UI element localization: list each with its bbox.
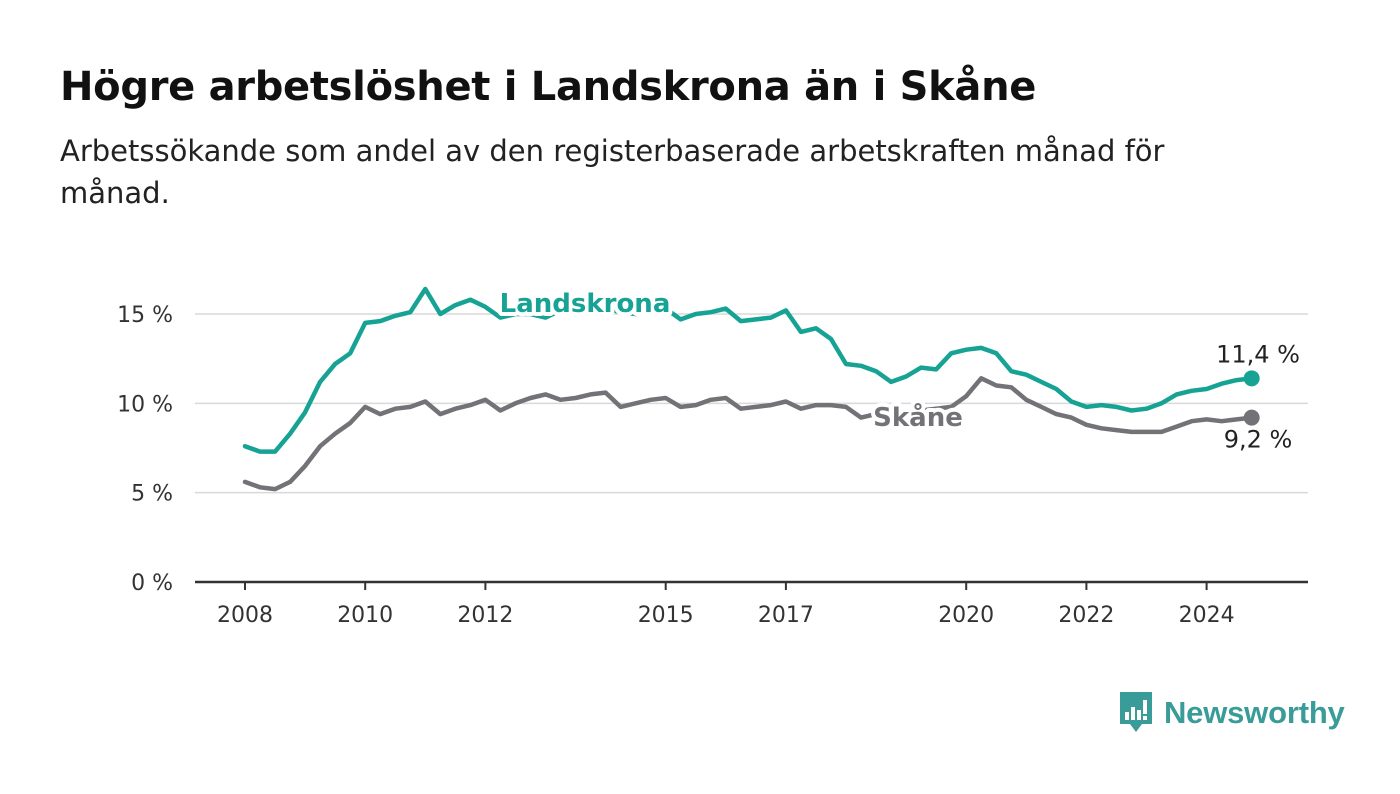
x-tick-label: 2017 (758, 603, 814, 628)
x-axis-ticks: 2008 2010 2012 2015 2017 2020 2022 2024 (217, 582, 1235, 628)
x-tick-label: 2008 (217, 603, 273, 628)
newsworthy-logo-text: Newsworthy (1164, 695, 1345, 730)
y-tick-label: 10 % (117, 392, 173, 417)
newsworthy-logo-icon (1120, 692, 1152, 732)
y-tick-label: 0 % (131, 571, 173, 596)
skane-end-label: 9,2 % (1224, 426, 1293, 454)
y-tick-label: 5 % (131, 482, 173, 507)
newsworthy-logo: Newsworthy (1118, 690, 1345, 736)
x-tick-label: 2012 (457, 603, 513, 628)
x-tick-label: 2010 (337, 603, 393, 628)
landskrona-end-label: 11,4 % (1216, 340, 1300, 368)
series-lines (242, 286, 1260, 492)
y-tick-label: 15 % (117, 303, 173, 328)
skane-series-label: Skåne (873, 401, 963, 433)
y-axis-ticks: 0 % 5 % 10 % 15 % (117, 303, 173, 596)
gridlines (195, 313, 1308, 584)
x-tick-label: 2015 (638, 603, 694, 628)
skane-line (242, 376, 1254, 492)
series-labels: Landskrona Skåne 11,4 % 9,2 % (496, 285, 1300, 454)
landskrona-end-marker (1243, 370, 1260, 387)
chart-title: Högre arbetslöshet i Landskrona än i Skå… (60, 64, 1037, 110)
x-tick-label: 2024 (1179, 603, 1235, 628)
chart-subtitle: Arbetssökande som andel av den registerb… (60, 134, 1165, 210)
landskrona-series-label: Landskrona (500, 289, 671, 319)
landskrona-line (242, 286, 1254, 454)
x-tick-label: 2020 (938, 603, 994, 628)
skane-end-marker (1243, 409, 1260, 426)
x-tick-label: 2022 (1058, 603, 1114, 628)
